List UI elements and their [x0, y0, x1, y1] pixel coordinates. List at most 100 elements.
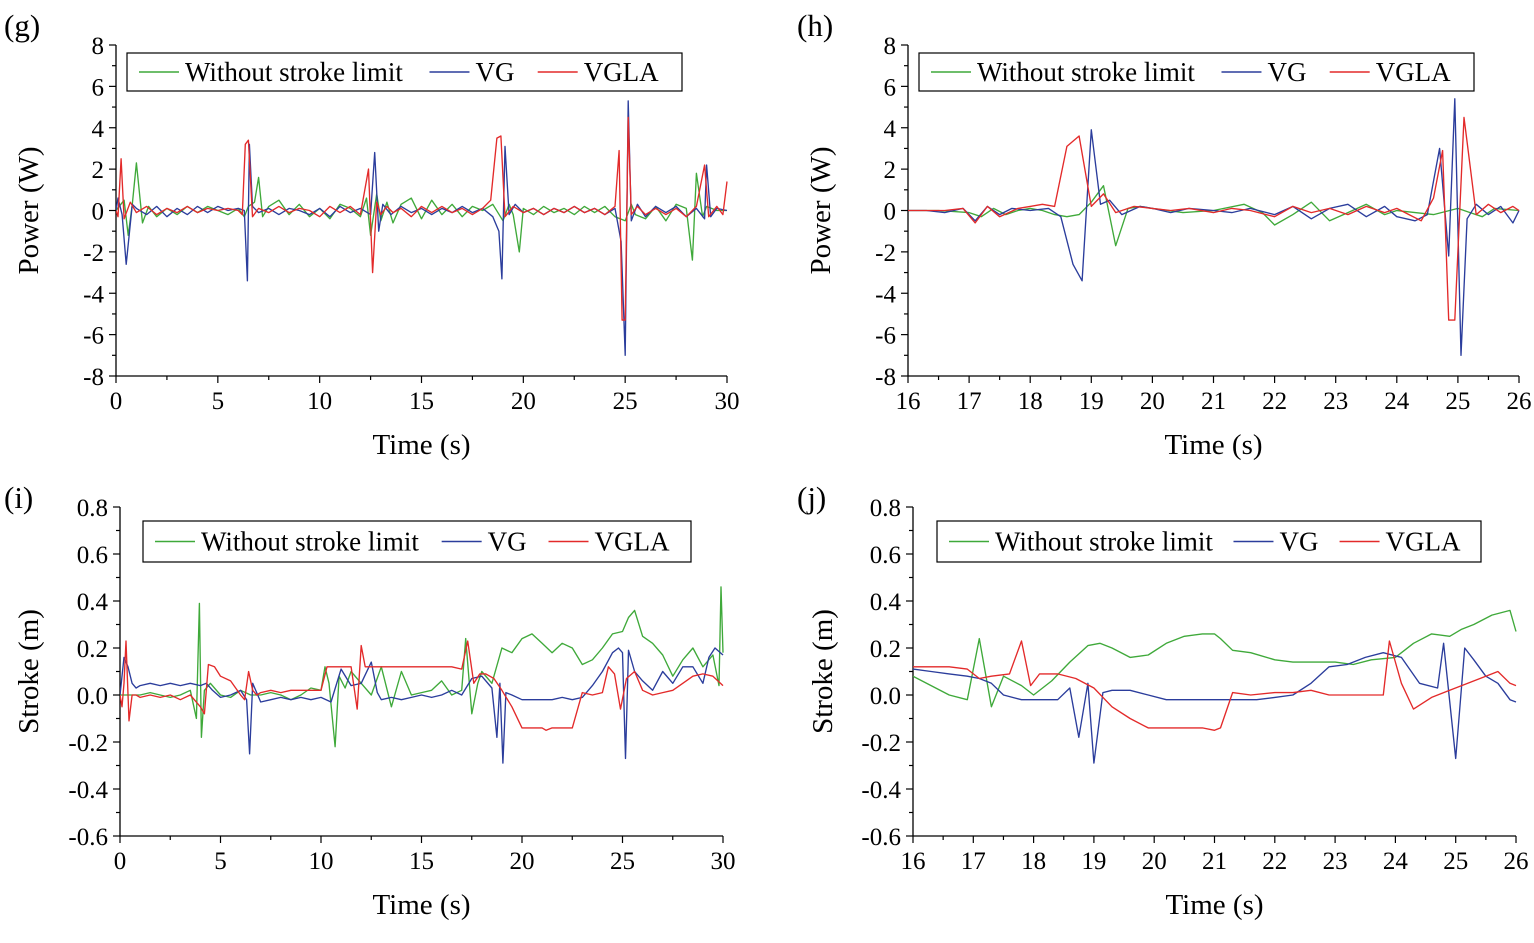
y-tick-label: -0.2 — [68, 730, 108, 757]
x-tick-label: 0 — [114, 848, 127, 875]
x-tick-label: 23 — [1323, 388, 1348, 415]
x-tick-label: 21 — [1201, 388, 1226, 415]
legend-label: VG — [1279, 527, 1318, 557]
legend-label: Without stroke limit — [201, 527, 419, 557]
x-tick-label: 22 — [1262, 388, 1287, 415]
y-tick-label: 0.4 — [77, 589, 109, 616]
x-axis-label: Time (s) — [372, 889, 470, 921]
x-tick-label: 25 — [610, 848, 635, 875]
x-tick-label: 26 — [1507, 388, 1532, 415]
x-tick-label: 25 — [613, 388, 638, 415]
x-tick-label: 21 — [1202, 848, 1227, 875]
x-tick-label: 24 — [1384, 388, 1410, 415]
y-tick-label: 0.8 — [870, 495, 901, 522]
y-tick-label: 8 — [884, 33, 897, 60]
y-tick-label: -4 — [83, 281, 104, 308]
y-tick-label: 4 — [884, 116, 897, 143]
y-tick-label: 8 — [92, 33, 105, 60]
chart-panel-0: (g) -8 -6 -4 -2 0 2 4 6 8 0 5 10 15 20 25 30 Time (s) Powe… — [4, 8, 740, 461]
legend-label: VGLA — [1386, 527, 1461, 557]
x-tick-label: 30 — [711, 848, 736, 875]
y-tick-label: -0.2 — [861, 730, 901, 757]
legend-label: Without stroke limit — [977, 57, 1195, 87]
legend-box — [126, 52, 683, 92]
x-axis-label: Time (s) — [1164, 429, 1262, 461]
series-line-VG — [908, 98, 1520, 356]
y-tick-label: 0 — [884, 199, 897, 226]
y-tick-label: -0.4 — [861, 777, 901, 804]
x-tick-label: 20 — [510, 848, 535, 875]
x-tick-label: 20 — [1142, 848, 1167, 875]
y-tick-label: 0.8 — [77, 495, 108, 522]
x-axis-label: Time (s) — [1165, 889, 1263, 921]
x-tick-label: 22 — [1262, 848, 1287, 875]
y-tick-label: -0.6 — [68, 824, 108, 851]
legend-label: Without stroke limit — [995, 527, 1213, 557]
legend-label: VGLA — [595, 527, 670, 557]
y-tick-label: -8 — [83, 364, 104, 391]
legend-label: Without stroke limit — [185, 57, 403, 87]
x-tick-label: 16 — [901, 848, 926, 875]
x-tick-label: 25 — [1443, 848, 1468, 875]
x-tick-label: 18 — [1021, 848, 1046, 875]
y-tick-label: 0.4 — [870, 589, 902, 616]
x-tick-label: 17 — [961, 848, 986, 875]
y-axis-label: Stroke (m) — [13, 609, 45, 734]
y-tick-label: -0.4 — [68, 777, 108, 804]
y-axis-label: Stroke (m) — [807, 609, 839, 734]
x-tick-label: 16 — [896, 388, 921, 415]
y-tick-label: 2 — [884, 157, 897, 184]
y-tick-label: 0.0 — [77, 683, 108, 710]
panel-label: (h) — [797, 8, 833, 43]
chart-panel-3: (j) -0.6 -0.4 -0.2 0.0 0.2 0.4 0.6 0.8 16 17 18 19 20… — [797, 480, 1529, 921]
legend-label: VG — [488, 527, 527, 557]
x-tick-label: 23 — [1323, 848, 1348, 875]
y-axis-label: Power (W) — [13, 146, 45, 274]
y-tick-label: -2 — [875, 240, 896, 267]
chart-panel-2: (i) -0.6 -0.4 -0.2 0.0 0.2 0.4 0.6 0.8 0 5 10 15 20 25… — [4, 480, 736, 921]
x-tick-label: 24 — [1383, 848, 1409, 875]
x-tick-label: 5 — [214, 848, 227, 875]
y-tick-label: 0.2 — [870, 636, 901, 663]
y-tick-label: -6 — [83, 323, 104, 350]
series-line-VG — [116, 100, 728, 356]
panel-label: (i) — [4, 480, 33, 515]
series-line-VGLA — [908, 116, 1520, 321]
series-line-without-stroke-limit — [120, 586, 724, 748]
series-line-without-stroke-limit — [908, 185, 1520, 247]
series-line-without-stroke-limit — [116, 162, 727, 261]
y-tick-label: -4 — [875, 281, 896, 308]
x-tick-label: 25 — [1445, 388, 1470, 415]
y-tick-label: 6 — [92, 74, 105, 101]
y-tick-label: 0.0 — [870, 683, 901, 710]
y-tick-label: 0 — [92, 199, 105, 226]
legend-label: VG — [475, 57, 514, 87]
legend-box — [142, 520, 692, 563]
x-tick-label: 19 — [1081, 848, 1106, 875]
series-line-VG — [913, 642, 1517, 764]
series-line-without-stroke-limit — [913, 609, 1517, 708]
y-tick-label: 6 — [884, 74, 897, 101]
x-tick-label: 5 — [212, 388, 225, 415]
panel-label: (g) — [4, 8, 40, 43]
y-tick-label: -2 — [83, 240, 104, 267]
x-tick-label: 19 — [1079, 388, 1104, 415]
x-tick-label: 15 — [409, 848, 434, 875]
x-tick-label: 18 — [1018, 388, 1043, 415]
y-tick-label: 0.2 — [77, 636, 108, 663]
y-tick-label: -0.6 — [861, 824, 901, 851]
y-tick-label: 0.6 — [77, 542, 108, 569]
x-tick-label: 10 — [309, 848, 334, 875]
y-tick-label: -6 — [875, 323, 896, 350]
y-axis-label: Power (W) — [805, 146, 837, 274]
legend-label: VGLA — [584, 57, 659, 87]
x-tick-label: 20 — [1140, 388, 1165, 415]
y-tick-label: 2 — [92, 157, 105, 184]
y-tick-label: 0.6 — [870, 542, 901, 569]
y-tick-label: 4 — [92, 116, 105, 143]
x-tick-label: 20 — [511, 388, 536, 415]
legend-box — [918, 52, 1475, 92]
x-tick-label: 0 — [110, 388, 123, 415]
